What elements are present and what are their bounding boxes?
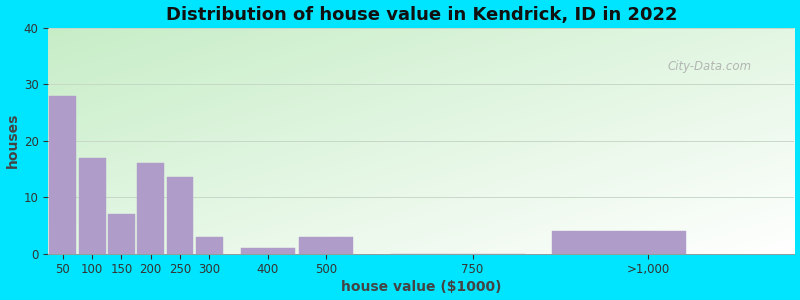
Bar	[551, 231, 686, 254]
Bar	[138, 163, 164, 254]
X-axis label: house value ($1000): house value ($1000)	[341, 280, 502, 294]
Bar	[50, 96, 77, 254]
Text: City-Data.com: City-Data.com	[668, 60, 752, 73]
Bar	[196, 237, 222, 254]
Bar	[108, 214, 135, 254]
Bar	[78, 158, 106, 254]
Bar	[299, 237, 354, 254]
Y-axis label: houses: houses	[6, 113, 19, 168]
Title: Distribution of house value in Kendrick, ID in 2022: Distribution of house value in Kendrick,…	[166, 6, 677, 24]
Bar	[166, 177, 194, 254]
Bar	[241, 248, 294, 254]
